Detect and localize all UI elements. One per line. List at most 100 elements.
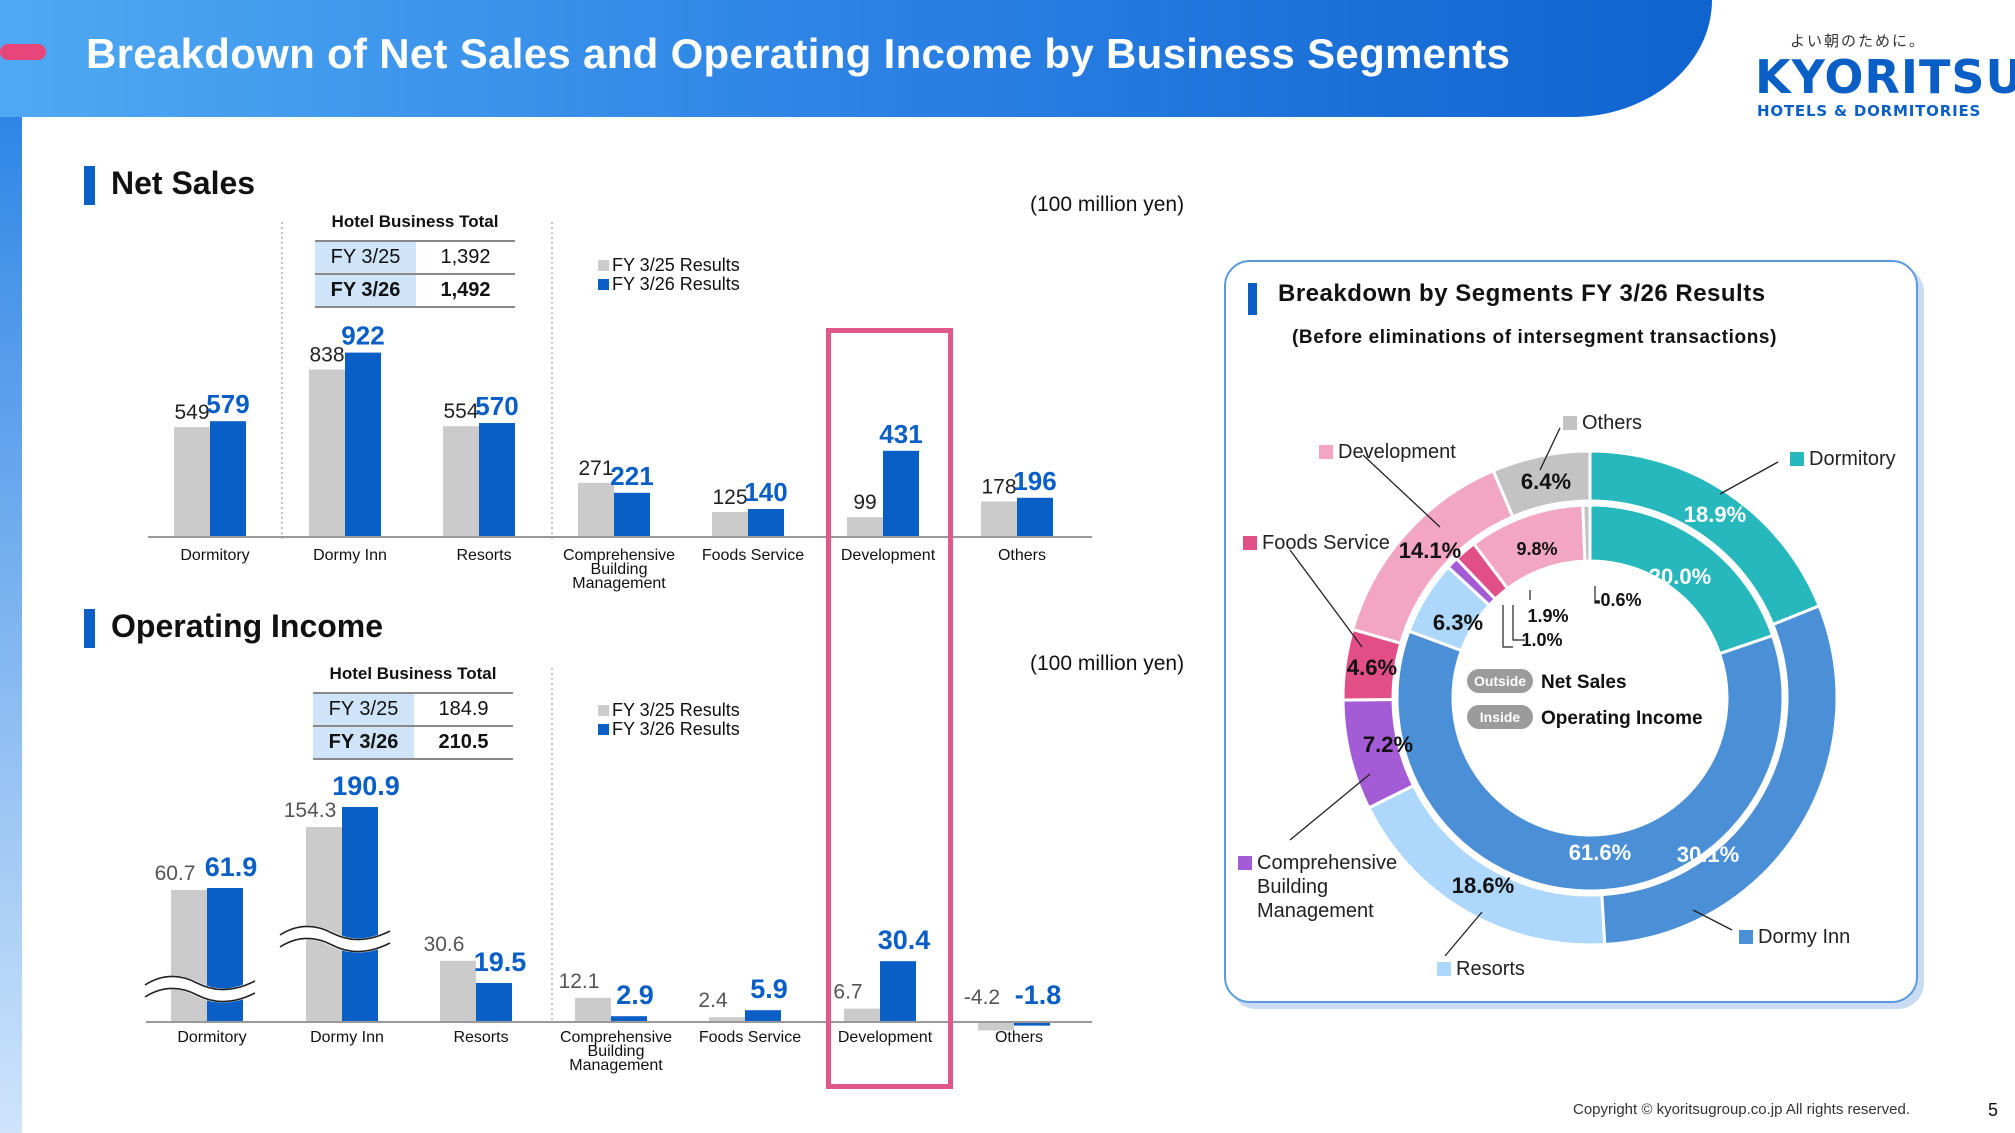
donut-title-marker <box>1248 283 1257 315</box>
legend-swatch-dormitory <box>1790 452 1804 466</box>
category-callout-label: Development <box>1338 441 1456 463</box>
value-label-fy25: 549 <box>174 401 209 424</box>
tick-label: Others <box>995 1029 1043 1046</box>
value-label-fy25: 6.7 <box>833 981 862 1004</box>
net-sales-hotel-total-caption: Hotel Business Total <box>331 212 499 231</box>
bar-fy25-dormitory <box>174 427 210 537</box>
callout-leader-line <box>1289 549 1363 648</box>
center-outside-pill <box>1467 669 1533 693</box>
tick-label: Dormy Inn <box>310 1029 384 1046</box>
outer-percent-label: 14.1% <box>1399 538 1461 563</box>
header-accent-pill <box>0 44 46 60</box>
legend-swatch <box>598 705 609 716</box>
legend-swatch-foods-service <box>1243 536 1257 550</box>
logo-sub: HOTELS & DORMITORIES <box>1757 102 1982 120</box>
axis-break-line <box>144 987 256 1003</box>
bar-fy26-dormy-inn <box>342 807 378 1022</box>
outer-percent-label: 30.1% <box>1677 842 1739 867</box>
hotel-total-value: 1,392 <box>416 240 515 275</box>
callout-leader-line <box>1289 773 1371 841</box>
bar-fy25-foods-service <box>709 1017 745 1022</box>
development-highlight-frame <box>826 328 953 1089</box>
value-label-fy26: -1.8 <box>1015 980 1062 1010</box>
net-sales-legend: FY 3/25 Results FY 3/26 Results <box>598 256 740 294</box>
legend-item: FY 3/26 Results <box>598 720 740 739</box>
tick-label: Management <box>569 1057 663 1074</box>
value-label-fy26: 570 <box>475 391 518 421</box>
operating-income-section-marker <box>84 609 95 648</box>
left-decor-stripe <box>0 117 22 1133</box>
legend-item: FY 3/25 Results <box>598 701 740 720</box>
bar-fy26-foods-service <box>748 509 784 537</box>
tick-label: Resorts <box>456 547 511 564</box>
axis-break-mask <box>276 925 394 953</box>
axis-break-line <box>279 925 391 941</box>
legend-item: FY 3/26 Results <box>598 275 740 294</box>
bar-fy26-comprehensive-building-management <box>614 492 650 537</box>
category-callout-label: Management <box>1257 900 1374 922</box>
value-label-fy26: 140 <box>744 477 787 507</box>
outer-percent-label: 7.2% <box>1363 732 1413 757</box>
bar-fy26-dormitory <box>210 421 246 537</box>
value-label-fy26: 61.9 <box>205 852 258 882</box>
value-label-fy25: 60.7 <box>155 862 196 885</box>
table-row: FY 3/25 1,392 <box>315 240 515 275</box>
category-callout-label: Dormitory <box>1809 448 1896 470</box>
legend-swatch <box>598 260 609 271</box>
value-label-fy26: 19.5 <box>474 947 527 977</box>
value-label-fy25: 178 <box>981 475 1016 498</box>
inner-percent-label: 1.9% <box>1527 606 1568 626</box>
bar-fy25-others <box>981 501 1017 537</box>
hotel-total-label: FY 3/26 <box>315 274 416 308</box>
header-band <box>0 0 1712 117</box>
net-sales-section-marker <box>84 166 95 205</box>
category-callout-label: Others <box>1582 412 1642 434</box>
center-outside-tag: Outside <box>1474 673 1526 689</box>
value-label-fy25: 838 <box>309 343 344 366</box>
table-row: FY 3/26 1,492 <box>315 274 515 308</box>
value-label-fy25: 2.4 <box>698 989 728 1012</box>
tick-label: Management <box>572 575 666 592</box>
hotel-total-label: FY 3/25 <box>313 692 414 727</box>
legend-swatch-dormy-inn <box>1739 930 1753 944</box>
outer-percent-label: 6.4% <box>1521 469 1571 494</box>
category-callout-label: Foods Service <box>1262 532 1390 554</box>
callout-leader-line <box>1444 911 1483 957</box>
legend-label: FY 3/25 Results <box>612 255 740 275</box>
copyright-text: Copyright © kyoritsugroup.co.jp All righ… <box>1573 1101 1911 1118</box>
tick-label: Comprehensive <box>563 547 675 564</box>
operating-income-title: Operating Income <box>111 608 384 644</box>
legend-item: FY 3/25 Results <box>598 256 740 275</box>
logo-brand: KYORITSU <box>1755 50 2015 104</box>
inner-percent-label: 9.8% <box>1516 539 1557 559</box>
bar-fy25-comprehensive-building-management <box>575 997 611 1022</box>
bar-fy25-development <box>847 517 883 537</box>
center-inside-label: Operating Income <box>1541 708 1703 729</box>
legend-swatch-others <box>1563 416 1577 430</box>
value-label-fy25: 12.1 <box>559 970 600 993</box>
logo-tagline: よい朝のために。 <box>1790 32 1927 50</box>
value-label-fy25: 154.3 <box>284 799 337 822</box>
inner-percent-label: 6.3% <box>1433 610 1483 635</box>
inner-slice-others <box>1581 503 1592 563</box>
bar-fy25-comprehensive-building-management <box>578 482 614 537</box>
hotel-total-value: 184.9 <box>414 692 513 727</box>
inner-percent-label: -0.6% <box>1594 590 1641 610</box>
bar-fy25-dormy-inn <box>309 369 345 537</box>
table-row: FY 3/26 210.5 <box>313 726 513 760</box>
donut-title: Breakdown by Segments FY 3/26 Results <box>1278 280 1766 307</box>
center-inside-tag: Inside <box>1480 709 1521 725</box>
legend-swatch-comprehensive-building-management <box>1238 856 1252 870</box>
category-callout-label: Comprehensive <box>1257 852 1397 874</box>
callout-leader-line <box>1539 427 1561 471</box>
outer-percent-label: 18.6% <box>1452 873 1514 898</box>
tick-label: Others <box>998 547 1046 564</box>
operating-income-unit: (100 million yen) <box>1030 652 1185 675</box>
value-label-fy25: 271 <box>578 457 613 480</box>
operating-income-hotel-total-table: FY 3/25 184.9 FY 3/26 210.5 <box>313 692 513 760</box>
net-sales-unit: (100 million yen) <box>1030 193 1185 216</box>
net-sales-title: Net Sales <box>111 165 256 201</box>
operating-income-legend: FY 3/25 Results FY 3/26 Results <box>598 701 740 739</box>
category-callout-label: Dormy Inn <box>1758 926 1850 948</box>
value-label-fy26: 579 <box>206 389 249 419</box>
